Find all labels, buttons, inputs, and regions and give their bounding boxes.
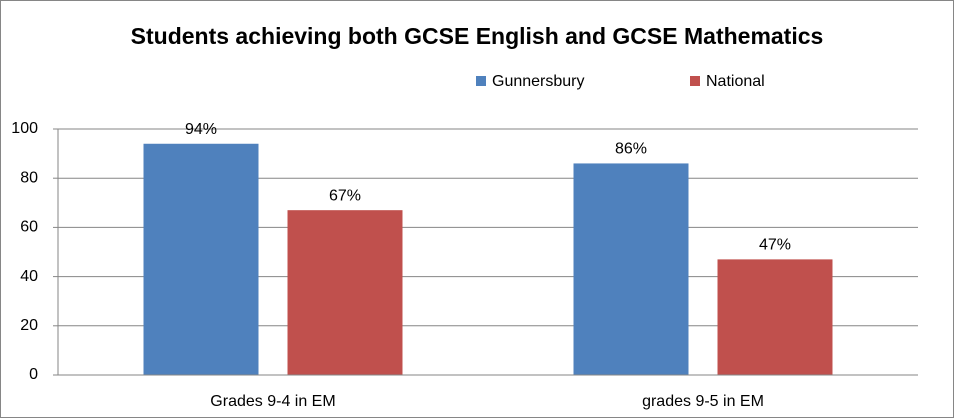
y-tick-label: 0 <box>29 366 38 383</box>
chart-title: Students achieving both GCSE English and… <box>131 23 824 49</box>
x-tick-label: grades 9-5 in EM <box>642 393 764 410</box>
y-tick-label: 60 <box>20 219 38 236</box>
y-tick-label: 80 <box>20 169 38 186</box>
x-tick-label: Grades 9-4 in EM <box>210 393 335 410</box>
value-label: 86% <box>615 141 647 158</box>
y-tick-label: 40 <box>20 268 38 285</box>
bar <box>717 259 833 375</box>
bar <box>573 163 689 375</box>
y-tick-label: 20 <box>20 317 38 334</box>
bar <box>287 210 403 375</box>
legend-label: National <box>706 73 765 90</box>
bar <box>143 143 259 375</box>
legend-label: Gunnersbury <box>492 73 585 90</box>
legend-swatch <box>476 76 486 86</box>
y-tick-label: 100 <box>11 120 38 137</box>
value-label: 67% <box>329 187 361 204</box>
legend-swatch <box>690 76 700 86</box>
value-label: 94% <box>185 121 217 138</box>
value-label: 47% <box>759 237 791 254</box>
